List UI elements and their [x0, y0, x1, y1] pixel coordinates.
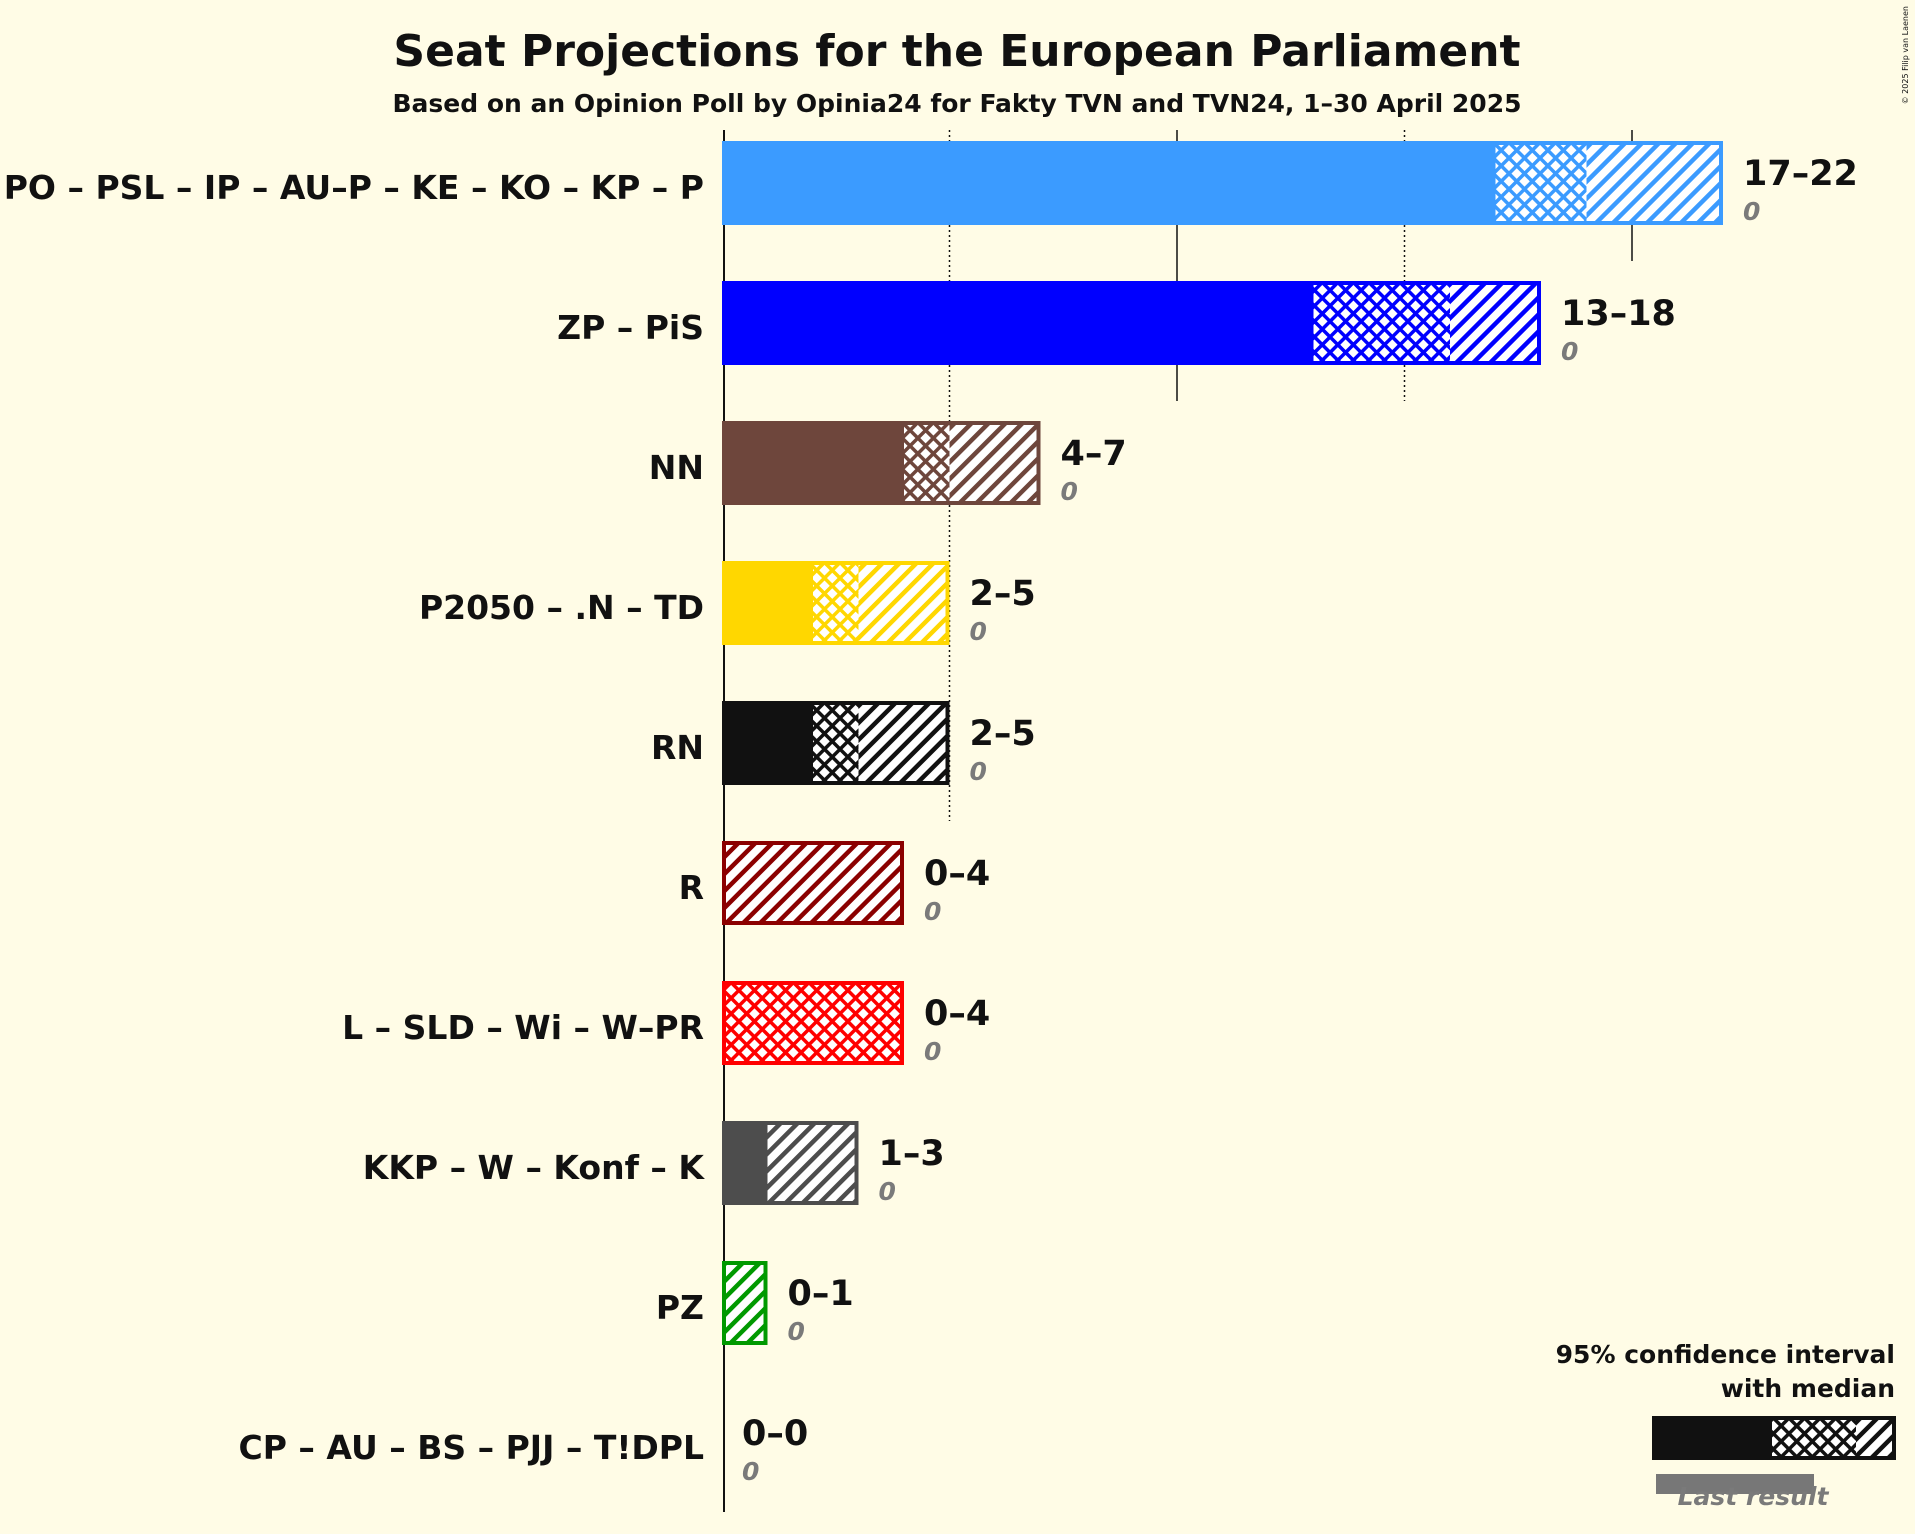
bar-crosshatch-segment: [722, 981, 904, 1065]
legend-hatch-segment: [1856, 1416, 1896, 1460]
bar-hatch-segment: [1450, 281, 1541, 365]
bar-outline: [722, 841, 904, 925]
party-row: RN 2–5 0: [651, 701, 1036, 786]
party-label: PZ: [656, 1288, 704, 1327]
bar-solid-segment: [722, 141, 1496, 225]
last-result-label: 0: [1743, 197, 1760, 226]
legend-outline: [1652, 1416, 1896, 1460]
party-label: R: [679, 868, 704, 907]
range-label: 17–22: [1743, 154, 1858, 194]
party-row: CP – AU – BS – PJJ – T!DPL 0–0 0: [239, 1414, 809, 1486]
legend: 95% confidence interval with median Last…: [1556, 1340, 1896, 1511]
party-row: PZ 0–1 0: [656, 1261, 854, 1346]
bar-hatch-segment: [949, 421, 1041, 505]
last-result-label: 0: [970, 757, 987, 786]
party-row: KKP – W – Konf – K 1–3 0: [363, 1121, 945, 1206]
range-label: 0–4: [924, 854, 990, 894]
bar-outline: [722, 981, 904, 1065]
bar-outline: [722, 141, 1723, 225]
range-label: 0–0: [742, 1414, 808, 1454]
party-row: ZP – PiS 13–18 0: [557, 281, 1676, 366]
bar-outline: [722, 701, 950, 785]
legend-title-line1: 95% confidence interval: [1556, 1340, 1895, 1369]
range-label: 1–3: [879, 1134, 945, 1174]
legend-last-result-label: Last result: [1678, 1482, 1830, 1511]
chart-subtitle: Based on an Opinion Poll by Opinia24 for…: [393, 89, 1522, 118]
party-label: NN: [649, 448, 704, 487]
copyright-notice: © 2025 Filip van Laenen: [1901, 6, 1910, 104]
bar-hatch-segment: [722, 1261, 768, 1345]
bar-solid-segment: [722, 1121, 768, 1205]
last-result-label: 0: [1061, 477, 1078, 506]
last-result-label: 0: [924, 1037, 941, 1066]
party-label: L – SLD – Wi – W–PR: [342, 1008, 704, 1047]
bar-solid-segment: [722, 561, 813, 645]
bar-outline: [722, 281, 1541, 365]
range-label: 2–5: [970, 574, 1036, 614]
bar-outline: [722, 1121, 859, 1205]
last-result-label: 0: [970, 617, 987, 646]
bar-outline: [722, 421, 1041, 505]
bar-outline: [722, 561, 950, 645]
party-row: PO – PSL – IP – AU–P – KE – KO – KP – P 1…: [4, 141, 1858, 226]
party-label: P2050 – .N – TD: [419, 588, 704, 627]
bar-hatch-segment: [858, 701, 950, 785]
bar-solid-segment: [722, 281, 1314, 365]
bar-hatch-segment: [722, 841, 904, 925]
bar-crosshatch-segment: [1313, 281, 1450, 365]
legend-last-result-bar: [1656, 1474, 1814, 1494]
bars-group: PO – PSL – IP – AU–P – KE – KO – KP – P 1…: [4, 141, 1858, 1486]
party-row: P2050 – .N – TD 2–5 0: [419, 561, 1036, 646]
legend-crosshatch-segment: [1772, 1416, 1856, 1460]
party-label: RN: [651, 728, 704, 767]
range-label: 0–1: [788, 1274, 854, 1314]
bar-hatch-segment: [767, 1121, 859, 1205]
last-result-label: 0: [924, 897, 941, 926]
last-result-label: 0: [742, 1457, 759, 1486]
bar-hatch-segment: [1586, 141, 1723, 225]
last-result-label: 0: [788, 1317, 805, 1346]
legend-solid-segment: [1652, 1416, 1772, 1460]
party-label: CP – AU – BS – PJJ – T!DPL: [239, 1428, 704, 1467]
legend-swatch: [1652, 1416, 1896, 1494]
party-row: L – SLD – Wi – W–PR 0–4 0: [342, 981, 990, 1066]
party-row: R 0–4 0: [679, 841, 990, 926]
bar-crosshatch-segment: [904, 421, 950, 505]
range-label: 2–5: [970, 714, 1036, 754]
range-label: 0–4: [924, 994, 990, 1034]
range-label: 13–18: [1561, 294, 1676, 334]
party-label: KKP – W – Konf – K: [363, 1148, 706, 1187]
bar-crosshatch-segment: [813, 561, 859, 645]
range-label: 4–7: [1061, 434, 1127, 474]
bar-solid-segment: [722, 421, 904, 505]
party-label: PO – PSL – IP – AU–P – KE – KO – KP – P: [4, 168, 704, 207]
party-row: NN 4–7 0: [649, 421, 1127, 506]
bar-solid-segment: [722, 701, 813, 785]
chart-title: Seat Projections for the European Parlia…: [393, 26, 1520, 77]
legend-title-line2: with median: [1721, 1374, 1895, 1403]
party-label: ZP – PiS: [557, 308, 704, 347]
bar-outline: [722, 1261, 768, 1345]
bar-crosshatch-segment: [813, 701, 859, 785]
bar-crosshatch-segment: [1495, 141, 1587, 225]
bar-hatch-segment: [858, 561, 950, 645]
last-result-label: 0: [879, 1177, 896, 1206]
last-result-label: 0: [1561, 337, 1578, 366]
